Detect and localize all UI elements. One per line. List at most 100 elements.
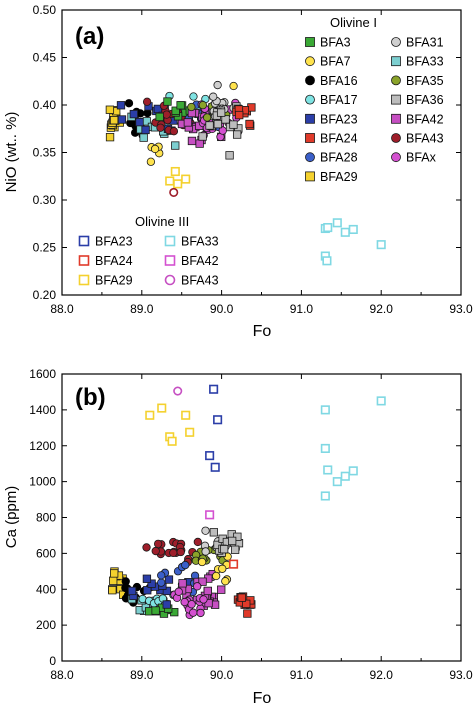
data-point-bfa35 bbox=[202, 113, 212, 122]
legend-marker-bfa33 bbox=[391, 56, 401, 67]
data-point-bfa29 bbox=[110, 569, 119, 578]
legend-label-iii-bfa33: BFA33 bbox=[181, 235, 219, 249]
x-tick-label: 90.0 bbox=[210, 302, 234, 316]
panel-b-label: (b) bbox=[75, 384, 106, 411]
data-point-bfa43 bbox=[142, 543, 151, 552]
data-point-bfa24 bbox=[242, 599, 251, 608]
data-point-bfa3 bbox=[155, 112, 164, 122]
panel-b-x-axis-label: Fo bbox=[253, 690, 272, 707]
data-point-bfa36 bbox=[225, 151, 234, 160]
data-point-bfa23 bbox=[147, 579, 156, 588]
y-tick-label: 0.35 bbox=[33, 146, 57, 160]
data-point-bfa24 bbox=[245, 119, 254, 129]
data-point-bfa42 bbox=[195, 139, 204, 148]
data-point-bfa7 bbox=[170, 166, 180, 177]
data-point-bfa33 bbox=[376, 396, 386, 406]
y-tick-label: 0.30 bbox=[33, 193, 57, 207]
data-point-bfa23 bbox=[116, 101, 126, 110]
data-point-bfa23 bbox=[142, 574, 152, 583]
data-point-bfa28 bbox=[157, 571, 166, 580]
panel-b-markers bbox=[108, 384, 386, 620]
data-point-bfa36 bbox=[232, 130, 242, 139]
panel-b: 88.0 89.0 90.0 91.0 92.0 93.0 0 200 400 600 800 100… bbox=[3, 367, 473, 707]
legend-marker-bfa7 bbox=[305, 56, 315, 67]
y-tick-label: 0 bbox=[49, 654, 56, 668]
data-point-bfa29 bbox=[105, 105, 115, 114]
data-point-bfa36 bbox=[228, 536, 237, 546]
data-point-bfa33 bbox=[323, 465, 333, 475]
legend-label-bfa23: BFA23 bbox=[320, 112, 358, 126]
data-point-bfa42 bbox=[178, 579, 187, 588]
data-point-bfa33 bbox=[332, 218, 342, 228]
data-point-bfa16 bbox=[124, 99, 134, 108]
data-point-bfa36 bbox=[205, 121, 214, 130]
panel-a-tick-marks bbox=[61, 9, 462, 296]
data-point-bfa7 bbox=[146, 157, 156, 166]
data-point-bfa23 bbox=[141, 125, 150, 135]
data-point-bfa33 bbox=[322, 256, 332, 266]
legend-marker-bfa31 bbox=[391, 37, 401, 47]
panel-b-tick-labels: 88.0 89.0 90.0 91.0 92.0 93.0 0 200 400 600 800 100… bbox=[29, 367, 473, 682]
data-point-bfa33 bbox=[323, 223, 333, 233]
data-point-bfax bbox=[193, 582, 202, 591]
legend-marker-iii-bfa29 bbox=[78, 274, 90, 286]
data-point-bfa31 bbox=[209, 92, 218, 101]
data-point-bfa31 bbox=[213, 80, 222, 90]
legend-label-bfa42: BFA42 bbox=[406, 112, 444, 126]
data-point-bfa42 bbox=[198, 577, 207, 586]
legend-marker-bfa23 bbox=[305, 113, 315, 124]
data-point-bfa33 bbox=[320, 405, 330, 415]
y-tick-label: 0.50 bbox=[33, 3, 57, 17]
data-point-bfa29 bbox=[108, 586, 117, 595]
x-tick-label: 90.0 bbox=[210, 668, 234, 682]
legend-marker-bfa16 bbox=[305, 75, 315, 86]
data-point-bfax bbox=[196, 608, 205, 618]
y-tick-label: 0.20 bbox=[33, 288, 57, 302]
legend-label-bfa29: BFA29 bbox=[320, 170, 358, 184]
panel-a-x-axis-label: Fo bbox=[253, 323, 272, 340]
data-point-bfa36 bbox=[221, 115, 230, 124]
y-tick-label: 0.25 bbox=[33, 241, 57, 255]
x-tick-label: 93.0 bbox=[449, 668, 473, 682]
legend-label-bfa3: BFA3 bbox=[320, 36, 351, 50]
data-point-bfa33 bbox=[340, 471, 350, 481]
data-point-bfa7 bbox=[221, 577, 230, 586]
data-point-bfa36 bbox=[219, 545, 229, 554]
data-point-bfa29 bbox=[105, 133, 115, 142]
data-point-bfa36 bbox=[230, 545, 240, 554]
data-point-bfa24 bbox=[235, 110, 244, 120]
data-point-bfa7 bbox=[211, 571, 221, 581]
y-tick-label: 0.40 bbox=[33, 98, 57, 112]
data-point-bfa43 bbox=[162, 110, 171, 119]
data-point-bfa33 bbox=[320, 491, 330, 501]
legend-label-bfa16: BFA16 bbox=[320, 74, 358, 88]
data-point-bfa43 bbox=[169, 187, 179, 197]
data-point-bfa43 bbox=[156, 123, 165, 132]
data-point-bfa23 bbox=[135, 117, 144, 127]
data-point-bfa3 bbox=[163, 97, 172, 106]
data-point-bfa33 bbox=[348, 466, 358, 476]
data-point-bfa7 bbox=[150, 144, 160, 154]
x-tick-label: 88.0 bbox=[50, 302, 74, 316]
data-point-bfa36 bbox=[213, 119, 222, 129]
data-point-bfa23 bbox=[164, 575, 174, 584]
legend-olivine-1-title: Olivine I bbox=[330, 15, 377, 30]
legend-label-iii-bfa42: BFA42 bbox=[181, 254, 219, 268]
legend-label-bfa28: BFA28 bbox=[320, 151, 358, 165]
legend-marker-bfa42 bbox=[391, 113, 401, 124]
legend-marker-iii-bfa24 bbox=[78, 255, 90, 266]
data-point-bfa42 bbox=[203, 586, 212, 596]
data-point-bfa29 bbox=[109, 116, 119, 125]
legend-marker-bfa36 bbox=[391, 94, 401, 105]
data-point-bfa3 bbox=[176, 101, 185, 110]
data-point-bfa23 bbox=[205, 451, 215, 461]
legend-marker-iii-bfa43 bbox=[164, 274, 176, 286]
legend-marker-bfa24 bbox=[305, 133, 315, 143]
legend-label-bfa17: BFA17 bbox=[320, 93, 358, 107]
x-tick-label: 93.0 bbox=[449, 302, 473, 316]
legend-marker-iii-bfa42 bbox=[164, 255, 176, 266]
legend-label-iii-bfa43: BFA43 bbox=[181, 274, 219, 288]
legend-label-bfa36: BFA36 bbox=[406, 93, 444, 107]
panel-b-frame bbox=[61, 373, 462, 662]
legend-marker-iii-bfa23 bbox=[78, 235, 90, 247]
